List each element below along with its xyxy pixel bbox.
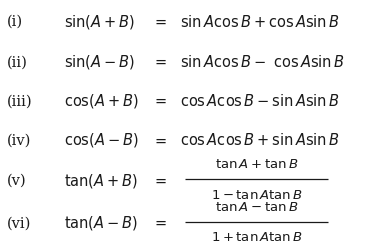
Text: $\cos A\cos B - \sin A\sin B$: $\cos A\cos B - \sin A\sin B$ bbox=[180, 93, 339, 109]
Text: $\cos(A-B)$: $\cos(A-B)$ bbox=[64, 131, 139, 149]
Text: $1 + \tan A\tan B$: $1 + \tan A\tan B$ bbox=[211, 231, 303, 244]
Text: $\sin A\cos B -\ \cos A\sin B$: $\sin A\cos B -\ \cos A\sin B$ bbox=[180, 54, 344, 70]
Text: (iii): (iii) bbox=[7, 94, 33, 108]
Text: $=$: $=$ bbox=[152, 133, 167, 147]
Text: $\cos A\cos B + \sin A\sin B$: $\cos A\cos B + \sin A\sin B$ bbox=[180, 132, 339, 148]
Text: (iv): (iv) bbox=[7, 133, 32, 147]
Text: (ii): (ii) bbox=[7, 55, 28, 69]
Text: $\cos(A+B)$: $\cos(A+B)$ bbox=[64, 92, 139, 110]
Text: $\sin(A-B)$: $\sin(A-B)$ bbox=[64, 53, 135, 71]
Text: $=$: $=$ bbox=[152, 216, 167, 230]
Text: (v): (v) bbox=[7, 173, 27, 188]
Text: $\tan(A+B)$: $\tan(A+B)$ bbox=[64, 172, 138, 190]
Text: $\sin(A+B)$: $\sin(A+B)$ bbox=[64, 13, 135, 31]
Text: $1 - \tan A\tan B$: $1 - \tan A\tan B$ bbox=[211, 189, 303, 202]
Text: $=$: $=$ bbox=[152, 94, 167, 108]
Text: (i): (i) bbox=[7, 15, 23, 29]
Text: $=$: $=$ bbox=[152, 55, 167, 69]
Text: (vi): (vi) bbox=[7, 216, 32, 230]
Text: $\tan A - \tan B$: $\tan A - \tan B$ bbox=[215, 201, 299, 214]
Text: $=$: $=$ bbox=[152, 173, 167, 188]
Text: $=$: $=$ bbox=[152, 15, 167, 29]
Text: $\tan A + \tan B$: $\tan A + \tan B$ bbox=[215, 158, 299, 171]
Text: $\tan(A-B)$: $\tan(A-B)$ bbox=[64, 214, 138, 232]
Text: $\sin A\cos B + \cos A\sin B$: $\sin A\cos B + \cos A\sin B$ bbox=[180, 14, 339, 30]
